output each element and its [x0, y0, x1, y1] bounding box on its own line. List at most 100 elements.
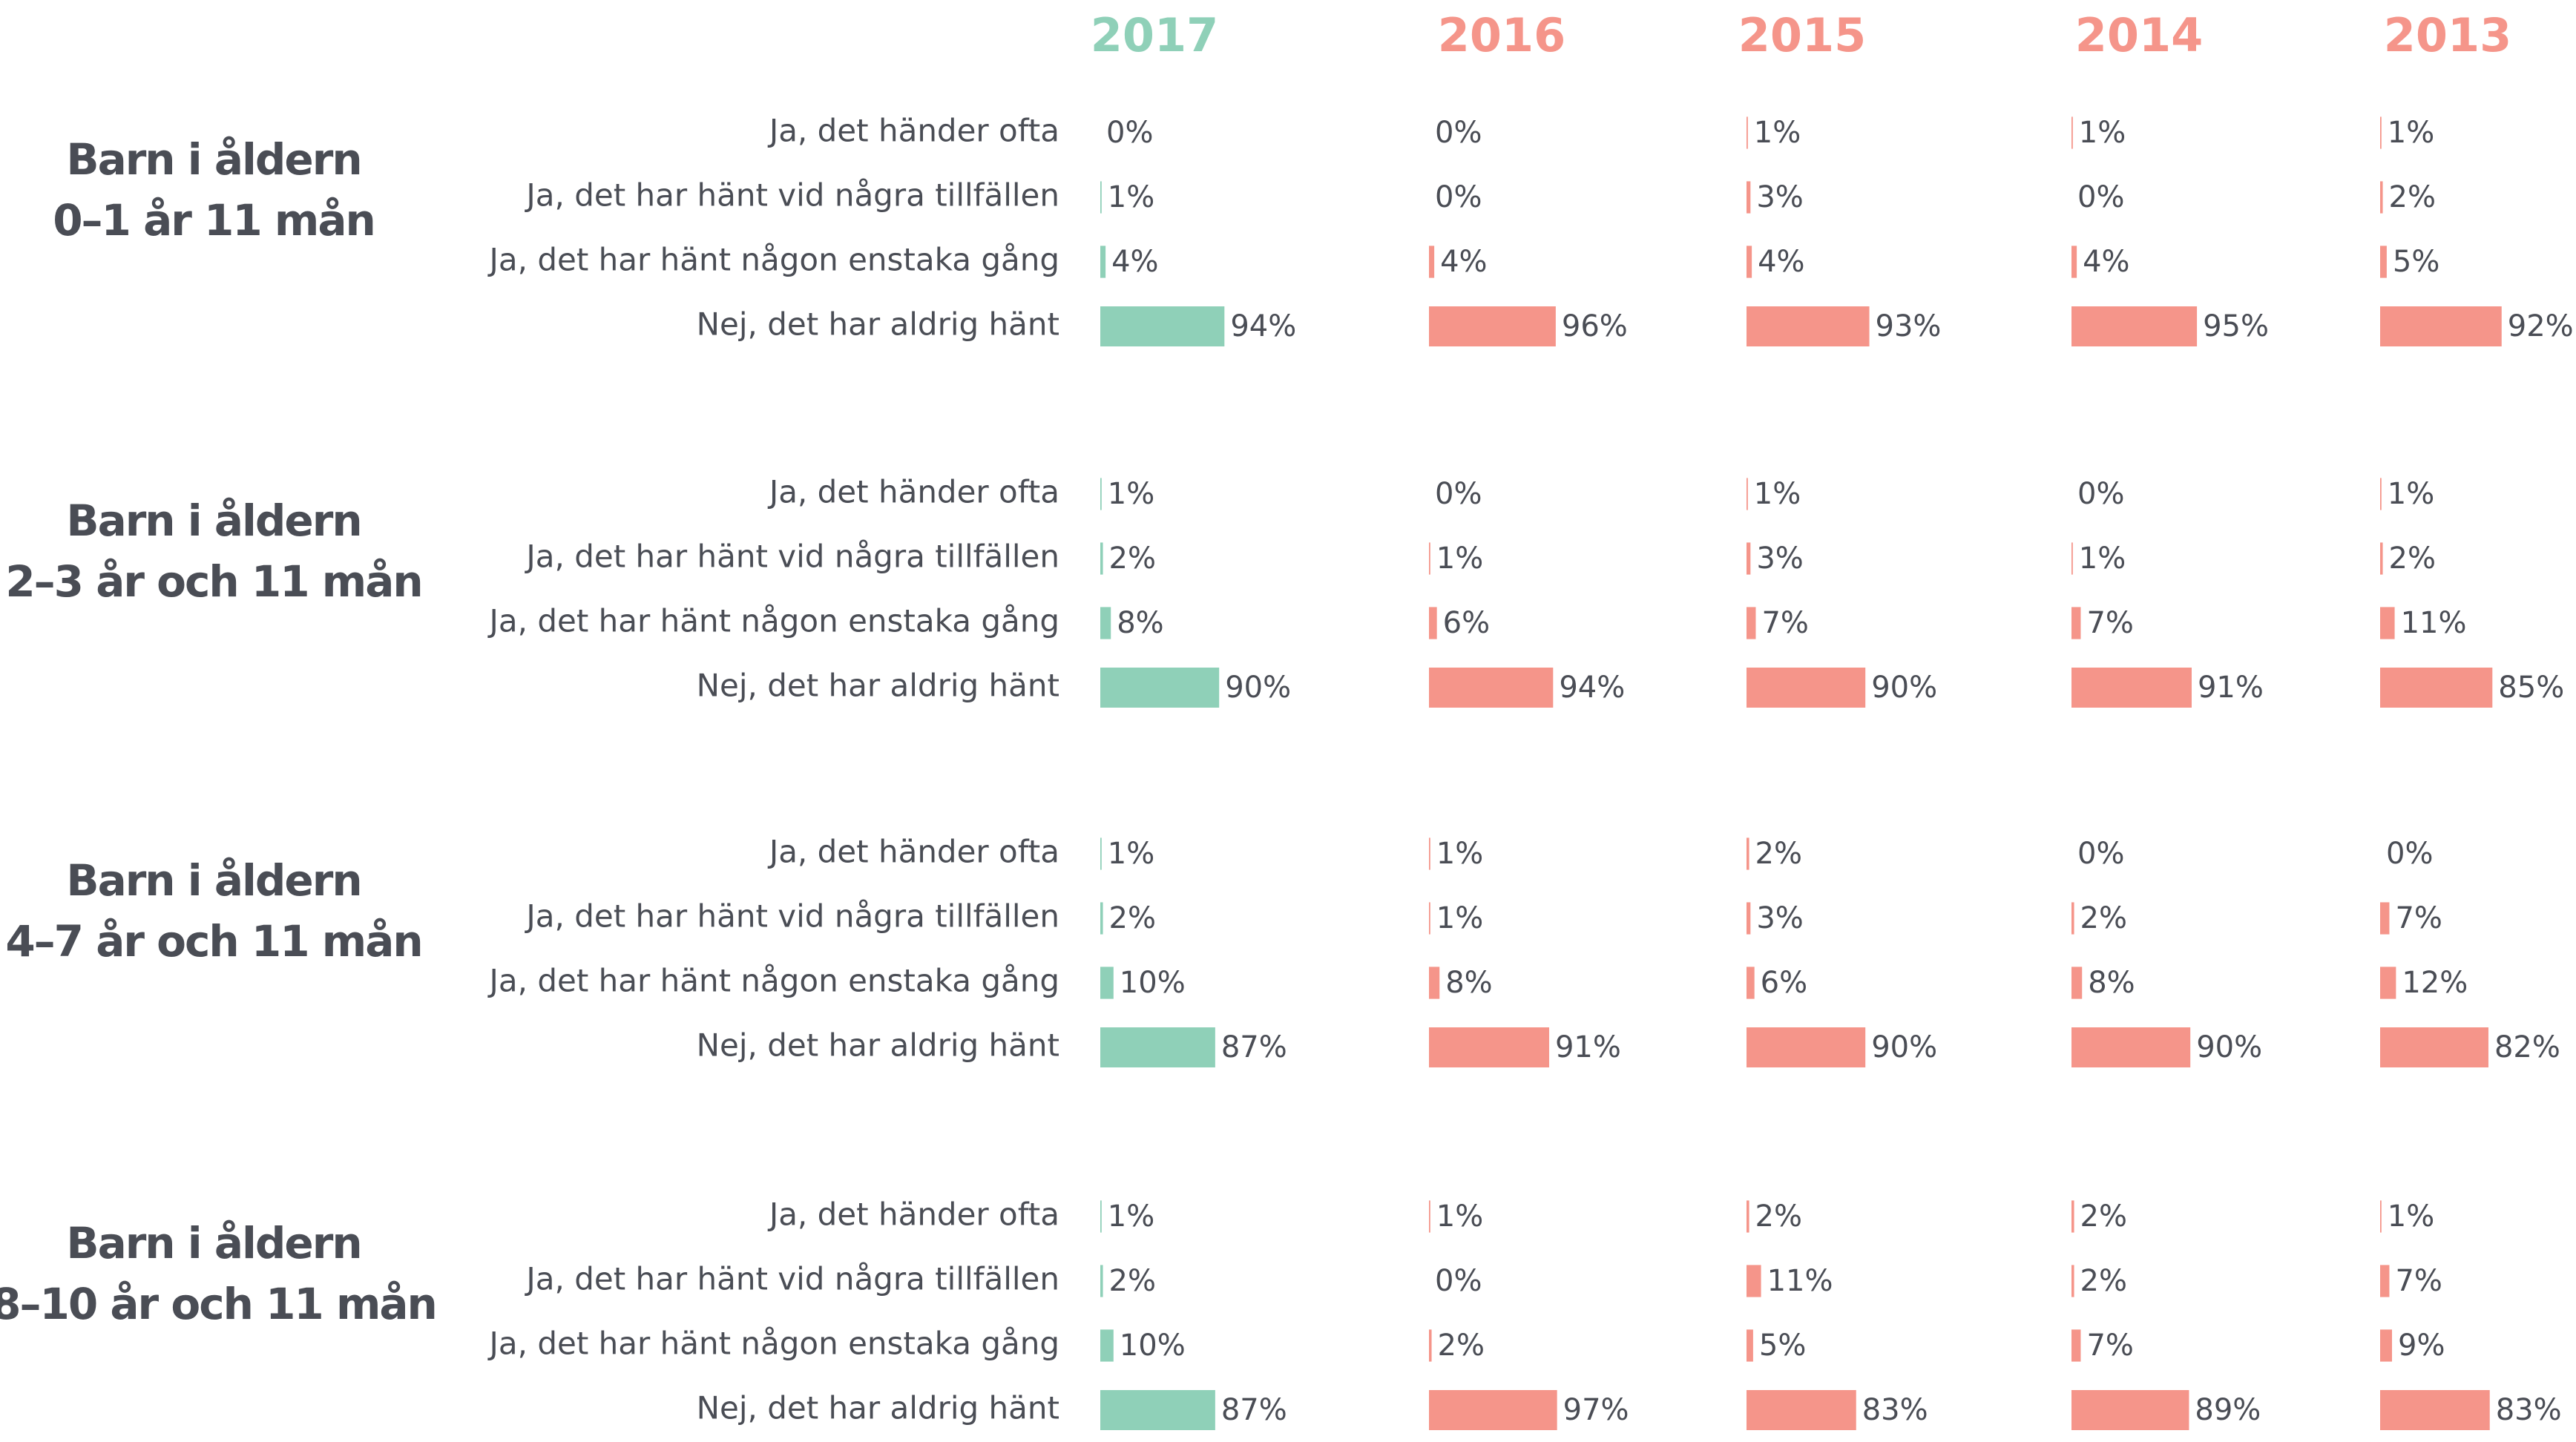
bar [1747, 1390, 1856, 1430]
value-label: 6% [1761, 966, 1807, 1000]
category-label: Nej, det har aldrig hänt [697, 306, 1059, 343]
group-title: Barn i åldern [66, 855, 361, 906]
category-label: Ja, det har hänt vid några tillfällen [524, 898, 1059, 935]
bar [2071, 902, 2074, 935]
value-label: 0% [1435, 477, 1482, 511]
value-label: 0% [2077, 837, 2124, 871]
bar [1747, 837, 1749, 870]
value-label: 0% [1435, 180, 1482, 214]
bar [2071, 1265, 2074, 1297]
value-label: 94% [1230, 309, 1296, 343]
value-label: 89% [2195, 1393, 2261, 1427]
value-label: 1% [1108, 837, 1154, 871]
bar [2380, 478, 2382, 510]
value-label: 1% [2079, 541, 2126, 576]
bar [1100, 1265, 1103, 1297]
value-label: 11% [1767, 1264, 1833, 1298]
bar [1100, 1329, 1114, 1362]
value-label: 1% [2388, 477, 2434, 511]
group-title: 4–7 år och 11 mån [5, 916, 421, 967]
value-label: 90% [2196, 1030, 2262, 1064]
value-label: 2% [2080, 1199, 2127, 1234]
bar [1747, 607, 1756, 639]
category-label: Nej, det har aldrig hänt [697, 668, 1059, 704]
value-label: 6% [1443, 606, 1490, 640]
value-label: 96% [1562, 309, 1628, 343]
value-label: 2% [1109, 1264, 1156, 1298]
value-label: 7% [2086, 606, 2133, 640]
bar [2380, 306, 2502, 346]
bar [2071, 542, 2073, 575]
bar [2380, 181, 2383, 214]
value-label: 10% [1120, 1329, 1186, 1363]
bar [1747, 1329, 1753, 1362]
bar [1429, 967, 1440, 999]
value-label: 91% [2198, 671, 2264, 705]
group-title: Barn i åldern [66, 134, 361, 185]
bar [2380, 1265, 2390, 1297]
bar [1100, 607, 1111, 639]
value-label: 12% [2402, 966, 2468, 1000]
bar [2071, 1329, 2081, 1362]
value-label: 90% [1871, 1030, 1937, 1064]
bar [2071, 1200, 2074, 1233]
value-label: 3% [1756, 901, 1803, 935]
category-label: Ja, det händer ofta [767, 834, 1059, 870]
group-title: 2–3 år och 11 mån [5, 556, 421, 607]
value-label: 2% [2080, 1264, 2127, 1298]
value-label: 5% [1759, 1329, 1806, 1363]
value-label: 1% [1436, 541, 1483, 576]
value-label: 92% [2508, 309, 2574, 343]
value-label: 1% [2388, 1199, 2434, 1234]
bar [2071, 668, 2192, 708]
bar [2071, 246, 2077, 278]
value-label: 2% [1438, 1329, 1485, 1363]
value-label: 9% [2398, 1329, 2445, 1363]
bar [1747, 246, 1752, 278]
value-label: 1% [2388, 116, 2434, 150]
value-label: 1% [1754, 116, 1801, 150]
bar [2380, 668, 2493, 708]
bar [1747, 181, 1751, 214]
value-label: 83% [1862, 1393, 1928, 1427]
category-label: Ja, det har hänt vid några tillfällen [524, 1261, 1059, 1297]
category-label: Ja, det händer ofta [767, 1196, 1059, 1233]
bar [2380, 902, 2390, 935]
category-label: Ja, det händer ofta [767, 113, 1059, 149]
value-label: 8% [1445, 966, 1492, 1000]
bar [2380, 1390, 2490, 1430]
year-header: 2013 [2384, 8, 2512, 62]
year-header: 2016 [1438, 8, 1566, 62]
bar [2071, 607, 2081, 639]
value-label: 91% [1555, 1030, 1621, 1064]
bar [1429, 1200, 1430, 1233]
value-label: 4% [1440, 245, 1487, 279]
bar [2380, 116, 2382, 149]
value-label: 1% [1108, 477, 1154, 511]
value-label: 0% [2386, 837, 2433, 871]
year-header: 2017 [1091, 8, 1219, 62]
value-label: 5% [2393, 245, 2439, 279]
bar [1429, 837, 1430, 870]
value-label: 87% [1221, 1393, 1287, 1427]
value-label: 7% [1761, 606, 1808, 640]
value-label: 0% [1435, 116, 1482, 150]
bar [1747, 116, 1748, 149]
bar [1100, 967, 1114, 999]
value-label: 87% [1221, 1030, 1287, 1064]
bar [2380, 607, 2395, 639]
bar [1100, 478, 1102, 510]
category-label: Ja, det har hänt vid några tillfällen [524, 177, 1059, 214]
bar [1747, 1200, 1749, 1233]
value-label: 82% [2494, 1030, 2560, 1064]
bar [2071, 306, 2198, 346]
bar [1429, 306, 1556, 346]
value-label: 90% [1225, 671, 1291, 705]
value-label: 0% [1435, 1264, 1482, 1298]
bar [1429, 246, 1435, 278]
value-label: 8% [1117, 606, 1163, 640]
value-label: 4% [1111, 245, 1158, 279]
bar [1429, 607, 1437, 639]
year-header: 2014 [2075, 8, 2204, 62]
